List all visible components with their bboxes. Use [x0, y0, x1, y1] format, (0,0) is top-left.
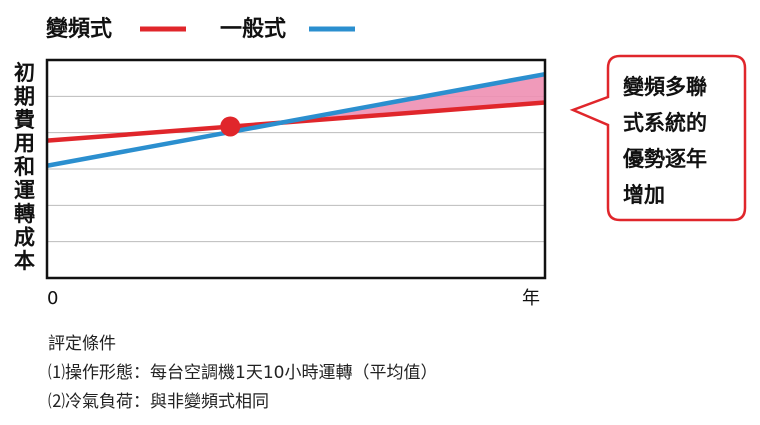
series-lines [46, 71, 546, 168]
y-axis-label-char: 用 [14, 132, 35, 156]
x-tick-start: 0 [47, 288, 58, 309]
y-axis-label-char: 費 [14, 108, 35, 132]
notes-line-1: ⑴操作形態：每台空調機1天10小時運轉（平均值） [48, 363, 438, 383]
notes-line-2: ⑵冷氣負荷：與非變頻式相同 [48, 392, 269, 412]
callout-line-4: 增加 [623, 183, 665, 207]
intersection-marker [220, 116, 241, 137]
y-axis-label-char: 期 [14, 85, 35, 109]
plot-frame [45, 58, 547, 280]
legend: 變頻式 一般式 [46, 16, 355, 42]
y-axis-label-char: 和 [14, 155, 35, 179]
notes-title: 評定條件 [48, 334, 116, 354]
callout: 變頻多聯 式系統的 優勢逐年 增加 [569, 54, 747, 222]
y-axis-label-char: 本 [14, 249, 35, 273]
callout-line-1: 變頻多聯 [623, 75, 707, 99]
callout-box [569, 54, 747, 222]
legend-label-conventional: 一般式 [220, 16, 286, 42]
y-axis-label-char: 成 [14, 226, 35, 250]
intersection-point [220, 116, 241, 137]
y-axis-label-char: 初 [14, 61, 35, 85]
callout-line-3: 優勢逐年 [622, 147, 707, 171]
x-tick-end: 年 [522, 288, 540, 309]
legend-label-inverter: 變頻式 [46, 16, 112, 42]
evaluation-conditions: 評定條件 ⑴操作形態：每台空調機1天10小時運轉（平均值） ⑵冷氣負荷：與非變頻… [48, 330, 437, 417]
y-axis-label-char: 轉 [14, 202, 35, 226]
callout-line-2: 式系統的 [623, 111, 707, 135]
y-axis-label-char: 運 [14, 179, 35, 203]
series-line-conventional [46, 71, 546, 168]
